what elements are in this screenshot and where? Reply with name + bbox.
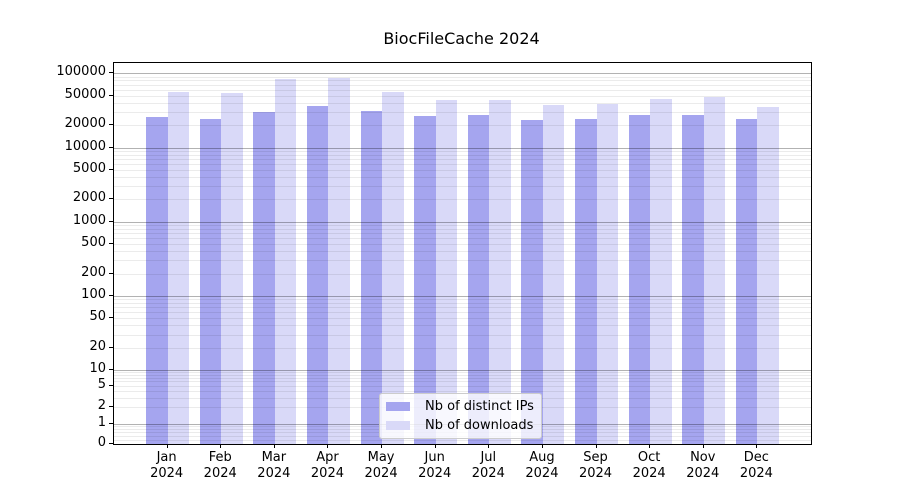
y-tick-label: 500 <box>81 235 106 251</box>
x-tick-label-jun: Jun 2024 <box>418 450 452 481</box>
legend-label-downloads: Nb of downloads <box>425 418 534 433</box>
x-tick-label-oct: Oct 2024 <box>632 450 666 481</box>
bar-distinct-ips-oct <box>628 115 651 444</box>
x-tick-mark <box>381 444 383 448</box>
bar-distinct-ips-dec <box>735 119 758 444</box>
x-tick-label-sep: Sep 2024 <box>578 450 613 481</box>
y-tick-mark <box>109 294 113 296</box>
x-tick-label-mar: Mar 2024 <box>257 450 291 481</box>
y-tick-label: 10000 <box>64 138 106 154</box>
x-tick-mark <box>649 444 651 448</box>
chart-title: BiocFileCache 2024 <box>383 29 540 48</box>
y-tick-mark <box>109 94 113 96</box>
minor-gridline <box>114 80 811 82</box>
x-tick-mark <box>327 444 329 448</box>
y-tick-mark <box>109 220 113 222</box>
x-tick-mark <box>541 444 543 448</box>
bar-distinct-ips-sep <box>575 119 597 444</box>
y-tick-label: 2000 <box>72 190 106 206</box>
x-tick-label-dec: Dec 2024 <box>739 450 773 481</box>
legend-item-downloads: Nb of downloads <box>386 416 541 435</box>
minor-gridline <box>114 89 811 91</box>
x-tick-mark <box>595 444 597 448</box>
bar-downloads-feb <box>221 93 243 444</box>
y-tick-mark <box>109 124 113 126</box>
y-tick-mark <box>109 346 113 348</box>
bar-distinct-ips-nov <box>682 115 704 444</box>
y-tick-mark <box>109 272 113 274</box>
legend-swatch-downloads <box>386 421 410 430</box>
y-tick-label: 20000 <box>64 116 106 132</box>
bar-downloads-dec <box>757 107 779 444</box>
x-tick-mark <box>166 444 168 448</box>
bar-downloads-may <box>382 92 404 444</box>
minor-gridline <box>114 84 811 86</box>
y-tick-mark <box>109 406 113 408</box>
y-tick-mark <box>109 146 113 148</box>
x-tick-label-feb: Feb 2024 <box>203 450 237 481</box>
x-tick-label-jan: Jan 2024 <box>150 450 184 481</box>
y-tick-mark <box>109 198 113 200</box>
bar-downloads-aug <box>542 104 565 444</box>
x-tick-mark <box>488 444 490 448</box>
y-tick-mark <box>109 317 113 319</box>
legend: Nb of distinct IPs Nb of downloads <box>379 393 542 439</box>
bar-downloads-mar <box>274 78 297 444</box>
x-tick-mark <box>434 444 436 448</box>
x-tick-label-aug: Aug 2024 <box>525 450 559 481</box>
y-tick-mark <box>109 422 113 424</box>
y-tick-label: 20 <box>89 338 106 354</box>
bar-distinct-ips-may <box>360 110 383 444</box>
y-tick-label: 1000 <box>72 212 106 228</box>
bar-downloads-nov <box>703 96 726 444</box>
bar-downloads-jul <box>489 99 511 444</box>
y-tick-label: 50000 <box>64 86 106 102</box>
y-tick-mark <box>109 72 113 74</box>
y-tick-label: 200 <box>81 264 106 280</box>
y-tick-mark <box>109 243 113 245</box>
x-tick-mark <box>702 444 704 448</box>
x-tick-label-jul: Jul 2024 <box>471 450 505 481</box>
bar-downloads-jan <box>167 91 190 444</box>
y-tick-label: 50 <box>89 309 106 325</box>
y-tick-label: 5000 <box>72 160 106 176</box>
y-tick-mark <box>109 384 113 386</box>
bar-downloads-sep <box>596 103 619 444</box>
plot-area: Nb of distinct IPs Nb of downloads <box>113 62 812 445</box>
bar-downloads-oct <box>650 99 672 444</box>
x-tick-label-nov: Nov 2024 <box>686 450 720 481</box>
y-tick-label: 100 <box>81 286 106 302</box>
bar-distinct-ips-feb <box>199 118 222 444</box>
x-tick-mark <box>220 444 222 448</box>
y-tick-label: 100000 <box>56 64 106 80</box>
y-tick-label: 2 <box>97 398 106 414</box>
y-tick-mark <box>109 168 113 170</box>
bar-distinct-ips-mar <box>253 112 275 444</box>
bar-downloads-apr <box>328 78 350 444</box>
x-tick-mark <box>756 444 758 448</box>
y-tick-label: 0 <box>97 435 106 450</box>
bar-distinct-ips-jan <box>146 116 168 444</box>
y-tick-label: 1 <box>97 414 106 430</box>
y-tick-label: 10 <box>89 361 106 377</box>
y-tick-label: 5 <box>97 376 106 392</box>
x-tick-mark <box>273 444 275 448</box>
major-gridline <box>114 73 811 75</box>
y-tick-mark <box>109 369 113 371</box>
minor-gridline <box>114 76 811 78</box>
bar-distinct-ips-apr <box>306 105 329 444</box>
x-tick-label-apr: Apr 2024 <box>310 450 344 481</box>
legend-label-distinct-ips: Nb of distinct IPs <box>425 399 534 414</box>
x-tick-label-may: May 2024 <box>364 450 398 481</box>
bar-distinct-ips-jun <box>414 116 436 444</box>
legend-swatch-distinct-ips <box>386 402 410 411</box>
legend-item-distinct-ips: Nb of distinct IPs <box>386 397 541 416</box>
y-tick-mark <box>109 443 113 444</box>
bar-downloads-jun <box>435 100 458 444</box>
bar-distinct-ips-jul <box>467 114 490 444</box>
bar-distinct-ips-aug <box>521 119 543 444</box>
